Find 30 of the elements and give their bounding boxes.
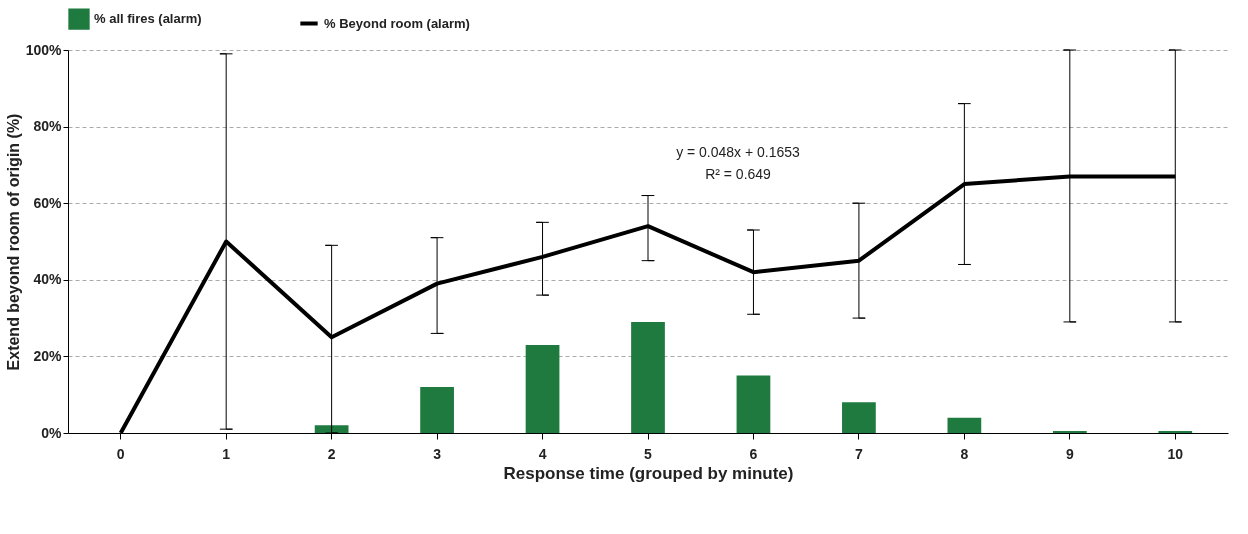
x-tick-label: 0 — [116, 445, 125, 462]
bar — [947, 417, 982, 433]
x-tick-label: 1 — [222, 445, 231, 462]
x-tick-label: 4 — [538, 445, 547, 462]
x-axis-title: Response time (grouped by minute) — [503, 463, 794, 483]
x-tick-label: 9 — [1065, 445, 1074, 462]
annotation: R² = 0.649 — [705, 166, 772, 182]
y-axis-title: Extend beyond room of origin (%) — [4, 113, 22, 371]
x-tick-label: 8 — [960, 445, 969, 462]
x-tick-label: 6 — [749, 445, 758, 462]
bar — [525, 344, 560, 433]
bar — [842, 402, 876, 433]
y-tick-label: 0% — [41, 424, 63, 441]
bar — [736, 375, 771, 433]
y-tick-label: 40% — [33, 271, 63, 288]
legend-label: % all fires (alarm) — [94, 11, 202, 27]
bar — [631, 321, 665, 433]
y-tick-label: 20% — [33, 347, 63, 364]
legend-label: % Beyond room (alarm) — [324, 15, 470, 31]
y-tick-label: 80% — [33, 118, 63, 135]
y-tick-label: 60% — [33, 194, 63, 211]
x-tick-label: 7 — [855, 445, 864, 462]
x-tick-label: 2 — [327, 445, 336, 462]
annotation: y = 0.048x + 0.1653 — [676, 144, 801, 160]
x-tick-label: 5 — [644, 445, 653, 462]
bar — [314, 425, 349, 433]
y-tick-label: 100% — [25, 41, 63, 58]
x-tick-label: 3 — [433, 445, 442, 462]
x-tick-label: 10 — [1167, 445, 1184, 462]
bar — [420, 387, 454, 433]
